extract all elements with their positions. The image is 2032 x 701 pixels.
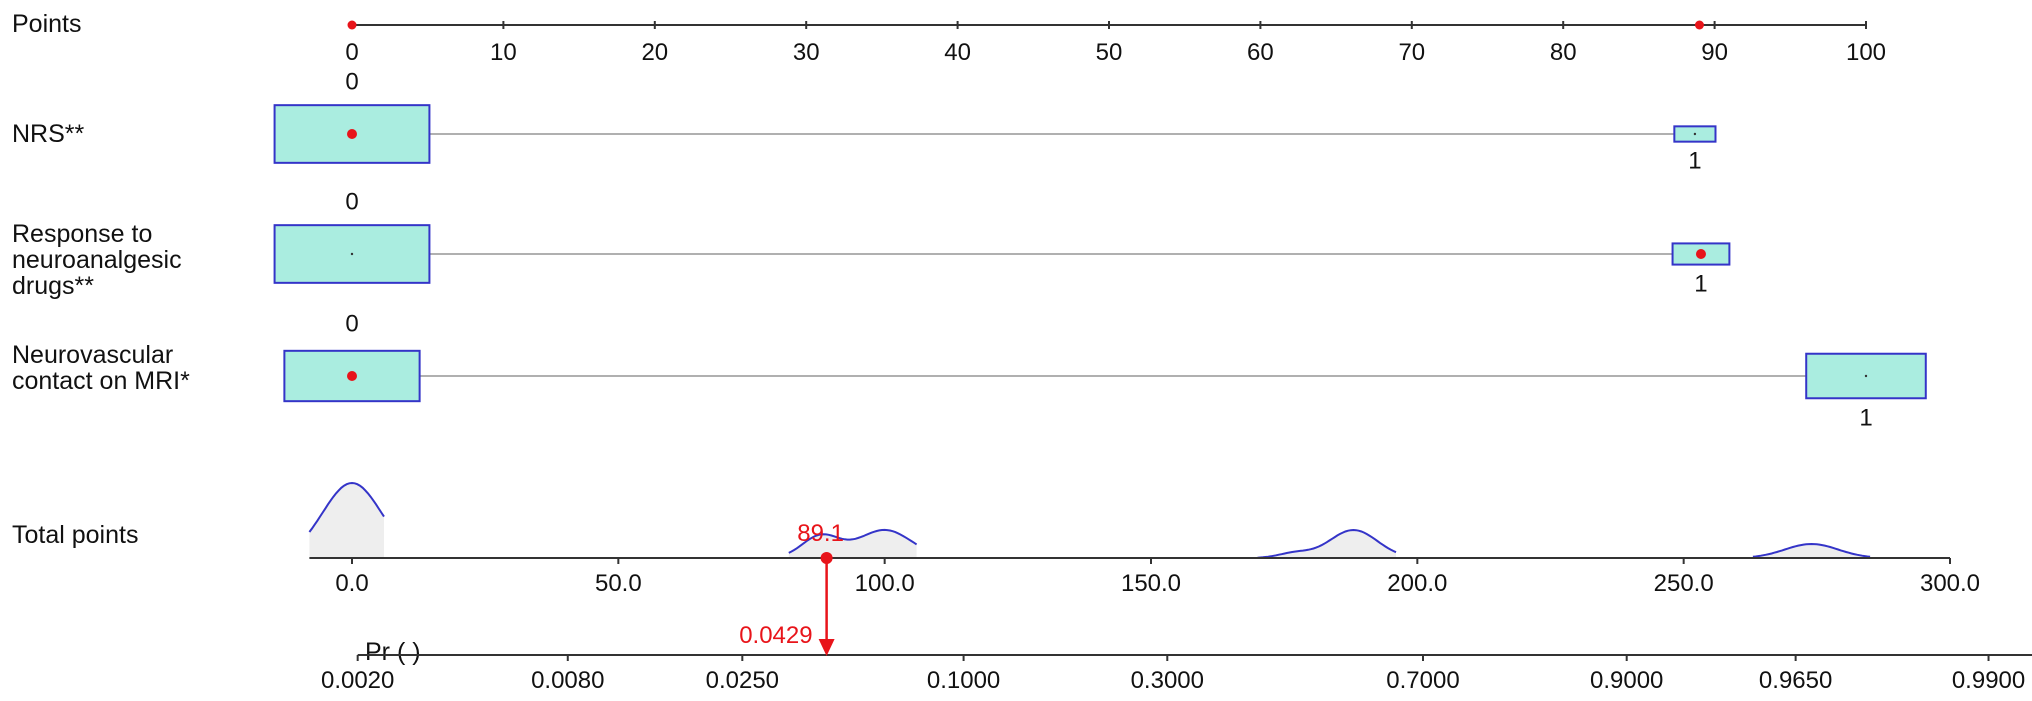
points-axis: 0 10 20 30 40 50 60 70 80 90 100 xyxy=(345,20,1886,66)
total-points-label: Total points xyxy=(12,521,138,549)
variable-label-response-line3: drugs** xyxy=(12,272,94,300)
points-tick-label: 40 xyxy=(944,39,971,66)
level-label: 1 xyxy=(1688,148,1701,175)
variable-label-nrs: NRS** xyxy=(12,120,85,148)
level-label: 1 xyxy=(1694,271,1707,298)
probability-tick-label: 0.9000 xyxy=(1590,667,1663,694)
points-tick-label: 0 xyxy=(345,39,358,66)
level-label: 0 xyxy=(345,69,358,96)
total-tick-label: 300.0 xyxy=(1920,570,1980,597)
density-curve xyxy=(1257,528,1397,559)
variable-label-response-line1: Response to xyxy=(12,220,152,248)
variable-label-mri-line1: Neurovascular xyxy=(12,341,173,369)
probability-tick-label: 0.1000 xyxy=(927,667,1000,694)
variable-label-mri-line2: contact on MRI* xyxy=(12,367,190,395)
points-tick-label: 30 xyxy=(793,39,820,66)
probability-tick-label: 0.9900 xyxy=(1952,667,2025,694)
points-tick-label: 60 xyxy=(1247,39,1274,66)
total-tick-label: 0.0 xyxy=(335,570,368,597)
density-curve xyxy=(1752,542,1871,558)
density-fill xyxy=(1257,530,1396,558)
density-curve xyxy=(308,481,385,533)
probability-tick-label: 0.0250 xyxy=(706,667,779,694)
selection-arrowhead xyxy=(818,639,835,656)
probability-label: Pr ( ) xyxy=(365,638,421,666)
total-tick-label: 250.0 xyxy=(1654,570,1714,597)
density-fill xyxy=(309,483,384,558)
total-tick-label: 100.0 xyxy=(855,570,915,597)
density-fill xyxy=(1752,544,1871,558)
points-tick-label: 70 xyxy=(1398,39,1425,66)
level-center-dot xyxy=(350,252,354,256)
total-tick-label: 200.0 xyxy=(1387,570,1447,597)
level-label: 0 xyxy=(345,311,358,338)
points-tick-label: 50 xyxy=(1096,39,1123,66)
points-axis-label: Points xyxy=(12,10,81,38)
total-points-readout: 89.1 xyxy=(797,520,844,547)
density-fill xyxy=(788,529,917,558)
level-selected-dot xyxy=(347,371,357,381)
points-marker-dot xyxy=(347,20,357,30)
level-label: 0 xyxy=(345,189,358,216)
level-center-dot xyxy=(1693,132,1697,136)
probability-tick-label: 0.7000 xyxy=(1386,667,1459,694)
points-marker-dot xyxy=(1694,20,1704,30)
probability-tick-label: 0.0080 xyxy=(531,667,604,694)
probability-tick-label: 0.3000 xyxy=(1131,667,1204,694)
total-tick-label: 50.0 xyxy=(595,570,642,597)
level-label: 1 xyxy=(1859,404,1872,431)
level-selected-dot xyxy=(347,129,357,139)
total-points-axis: 0.0 50.0 100.0 150.0 200.0 250.0 300.0 89.1 xyxy=(308,481,1980,597)
probability-readout: 0.0429 xyxy=(739,622,812,649)
variable-label-response-line2: neuroanalgesic xyxy=(12,246,182,274)
level-center-dot xyxy=(1864,374,1868,378)
probability-tick-label: 0.9650 xyxy=(1759,667,1832,694)
variable-rows: 0 1 0 1 0 1 xyxy=(273,69,1927,431)
points-tick-label: 100 xyxy=(1846,39,1886,66)
probability-axis: 0.0020 0.0080 0.0250 0.1000 0.3000 0.7000 0.90… xyxy=(321,558,2032,694)
level-selected-dot xyxy=(1695,249,1706,259)
density-curve xyxy=(788,528,918,554)
probability-tick-label: 0.0020 xyxy=(321,667,394,694)
total-tick-label: 150.0 xyxy=(1121,570,1181,597)
points-tick-label: 80 xyxy=(1550,39,1577,66)
points-tick-label: 20 xyxy=(641,39,668,66)
points-tick-label: 90 xyxy=(1701,39,1728,66)
points-tick-label: 10 xyxy=(490,39,517,66)
